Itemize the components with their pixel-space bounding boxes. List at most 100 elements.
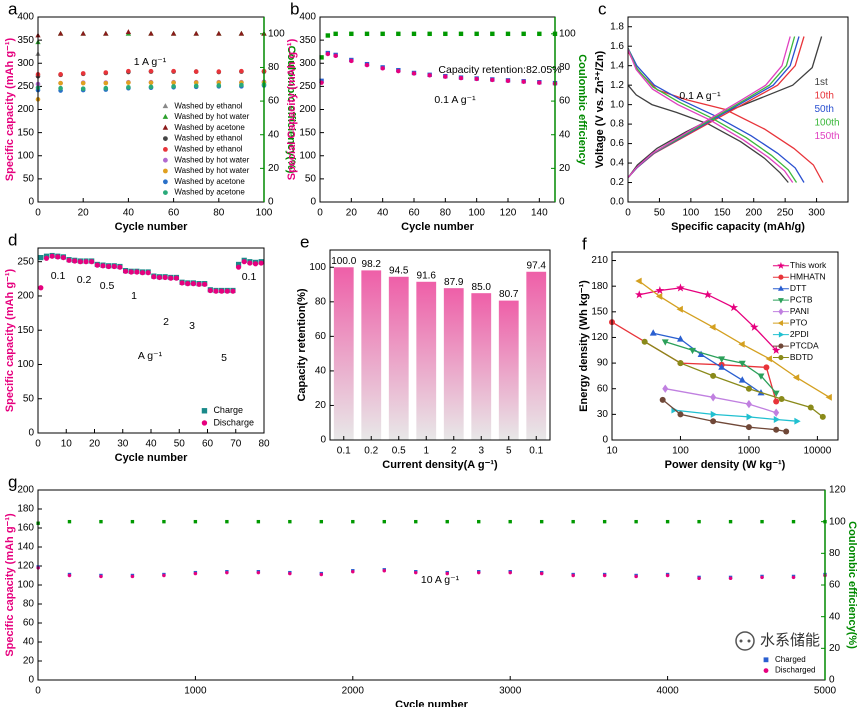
data-point (134, 269, 140, 275)
y-tick-label: 80 (315, 296, 327, 307)
y-tick-label: 0 (28, 197, 34, 208)
data-point (77, 259, 83, 265)
data-point (380, 31, 385, 37)
x-axis-label: Cycle number (115, 452, 188, 464)
data-point (773, 398, 780, 405)
y-tick-label: 120 (591, 332, 608, 343)
legend-label: 1st (815, 77, 829, 88)
annotation: A g⁻¹ (138, 350, 163, 362)
y2-tick-label: 60 (559, 96, 571, 107)
y-axis-label: Specific capacity (mAh g⁻¹) (4, 513, 16, 657)
y2-tick-label: 100 (829, 516, 846, 527)
y-tick-label: 50 (305, 174, 317, 185)
y2-tick-label: 0 (829, 675, 835, 686)
y-axis-label: Specific capacity (mAh g⁻¹) (4, 37, 16, 181)
x-tick-label: 1000 (738, 446, 761, 457)
annotation: 2 (163, 316, 169, 328)
x-tick-label: 100 (256, 208, 273, 219)
data-point (825, 393, 832, 401)
y-tick-label: 0.4 (610, 158, 624, 169)
y-tick-label: 100 (17, 580, 34, 591)
data-point (718, 363, 726, 370)
bar (443, 288, 464, 440)
data-point (634, 574, 638, 579)
data-point (458, 31, 464, 37)
legend-label: 2PDI (790, 329, 809, 339)
data-point (738, 376, 746, 383)
data-point (697, 519, 701, 524)
bar (388, 276, 409, 440)
x-tick-label: 60 (408, 208, 420, 219)
legend-marker (201, 420, 208, 426)
data-point (676, 305, 683, 313)
data-point (193, 80, 199, 85)
data-point (162, 274, 168, 281)
x-tick-label: 80 (258, 439, 270, 450)
data-point (649, 329, 657, 336)
data-point (126, 68, 131, 74)
plot-frame (329, 249, 551, 441)
x-axis-label: Cycle number (395, 699, 468, 707)
y-tick-label: 250 (299, 81, 316, 92)
data-point (380, 66, 385, 71)
panel-label: b (290, 0, 299, 18)
x-tick-label: 120 (500, 208, 517, 219)
legend-label: Discharge (213, 417, 254, 427)
legend-marker (163, 157, 168, 163)
panel-label: a (8, 0, 18, 18)
data-point (709, 323, 716, 331)
y2-tick-label: 40 (268, 129, 280, 140)
data-point (325, 33, 331, 38)
data-point (58, 85, 63, 91)
series-line (665, 341, 777, 394)
data-point (125, 29, 132, 34)
data-point (171, 68, 176, 74)
x-axis-label: Cycle number (115, 221, 188, 233)
watermark: 水系储能 (760, 632, 820, 649)
data-point (67, 519, 72, 524)
x-tick-label: 40 (145, 439, 157, 450)
y2-axis-label: Coulombic efficiency(%) (846, 521, 858, 649)
legend-label: 100th (815, 118, 840, 129)
data-point (602, 573, 607, 578)
legend-label: Washed by acetone (174, 188, 245, 197)
x-tick-label: 20 (346, 208, 358, 219)
data-point (128, 269, 134, 275)
y-tick-label: 1.2 (610, 80, 624, 91)
data-point (458, 75, 464, 81)
y-tick-label: 100 (309, 262, 326, 273)
y-tick-label: 180 (17, 504, 34, 515)
y-tick-label: 100 (17, 359, 34, 370)
legend-marker (163, 190, 168, 196)
y-tick-label: 50 (23, 174, 35, 185)
data-point (193, 69, 199, 74)
x-axis-label: Power density (W kg⁻¹) (665, 459, 786, 471)
x-tick-label: 0 (35, 208, 41, 219)
data-point (661, 339, 669, 346)
data-point (72, 258, 78, 264)
y-tick-label: 30 (597, 409, 609, 420)
annotation: 0.1 (242, 271, 257, 283)
y-tick-label: 100 (299, 150, 316, 161)
data-point (537, 80, 542, 85)
data-point (193, 571, 198, 576)
data-point (773, 408, 780, 417)
data-point (539, 519, 544, 524)
data-point (151, 274, 157, 280)
data-point (539, 571, 544, 576)
y-tick-label: 0 (320, 435, 326, 446)
data-point (697, 350, 705, 357)
value-label: 85.0 (472, 282, 492, 293)
data-point (196, 281, 202, 287)
y-tick-label: 400 (17, 12, 34, 23)
legend-label: Washed by ethanol (174, 101, 242, 110)
data-point (252, 261, 259, 267)
value-label: 80.7 (499, 289, 519, 300)
data-point (213, 288, 219, 294)
data-point (791, 575, 796, 580)
y-tick-label: 150 (17, 325, 34, 336)
data-point (745, 424, 752, 431)
y-tick-label: 350 (299, 35, 316, 46)
data-point (634, 290, 644, 299)
data-point (677, 360, 684, 367)
